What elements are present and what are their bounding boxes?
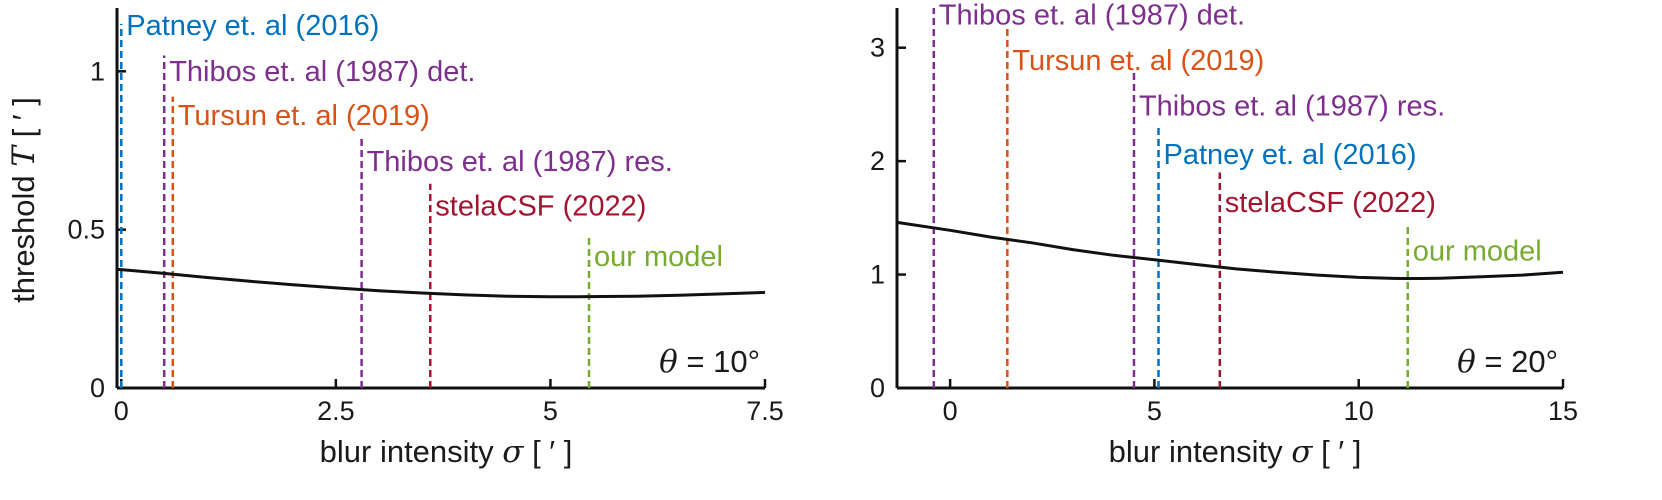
y-tick-label: 2 <box>870 146 885 176</box>
y-axis-label: threshold T [ ′ ] <box>6 97 42 303</box>
marker-label: Tursun et. al (2019) <box>178 100 430 132</box>
series-line <box>896 220 1564 280</box>
marker-label: Patney et. al (2016) <box>126 10 379 42</box>
marker-label: our model <box>594 241 723 273</box>
theta-annotation: θ = 20° <box>1457 344 1558 380</box>
y-tick-label: 0 <box>90 373 105 403</box>
y-tick-label: 0 <box>870 373 885 403</box>
marker-label: stelaCSF (2022) <box>435 190 646 222</box>
x-tick-label: 5 <box>1147 396 1162 426</box>
marker-label: Thibos et. al (1987) res. <box>367 146 673 178</box>
x-tick-label: 10 <box>1344 396 1374 426</box>
chart-panel-1: 0 0.5 1 0 2.5 5 7.5 blur intensity σ [ ′ ] thres… <box>6 8 784 470</box>
x-axis-label: blur intensity σ [ ′ ] <box>320 434 573 470</box>
marker-label: Thibos et. al (1987) res. <box>1139 90 1445 122</box>
series-line <box>116 267 766 299</box>
theta-annotation: θ = 10° <box>659 344 760 380</box>
x-tick-label: 0 <box>943 396 958 426</box>
x-tick-label: 2.5 <box>317 396 355 426</box>
x-tick-label: 5 <box>543 396 558 426</box>
marker-label: our model <box>1413 236 1542 268</box>
y-tick-label: 3 <box>870 33 885 63</box>
marker-label: stelaCSF (2022) <box>1225 187 1436 219</box>
y-tick-label: 1 <box>870 260 885 290</box>
marker-label: Thibos et. al (1987) det. <box>939 0 1245 32</box>
marker-label: Tursun et. al (2019) <box>1012 45 1264 77</box>
x-tick-label: 15 <box>1548 396 1578 426</box>
x-tick-label: 7.5 <box>746 396 784 426</box>
y-tick-label: 0.5 <box>67 215 105 245</box>
x-tick-label: 0 <box>114 396 129 426</box>
marker-label: Patney et. al (2016) <box>1163 139 1416 171</box>
chart-panel-2: 0 1 2 3 0 5 10 15 blur intensity σ [ ′ ] Thibos e… <box>870 0 1578 470</box>
y-tick-label: 1 <box>90 56 105 86</box>
x-axis-label: blur intensity σ [ ′ ] <box>1109 434 1362 470</box>
marker-label: Thibos et. al (1987) det. <box>169 56 475 88</box>
